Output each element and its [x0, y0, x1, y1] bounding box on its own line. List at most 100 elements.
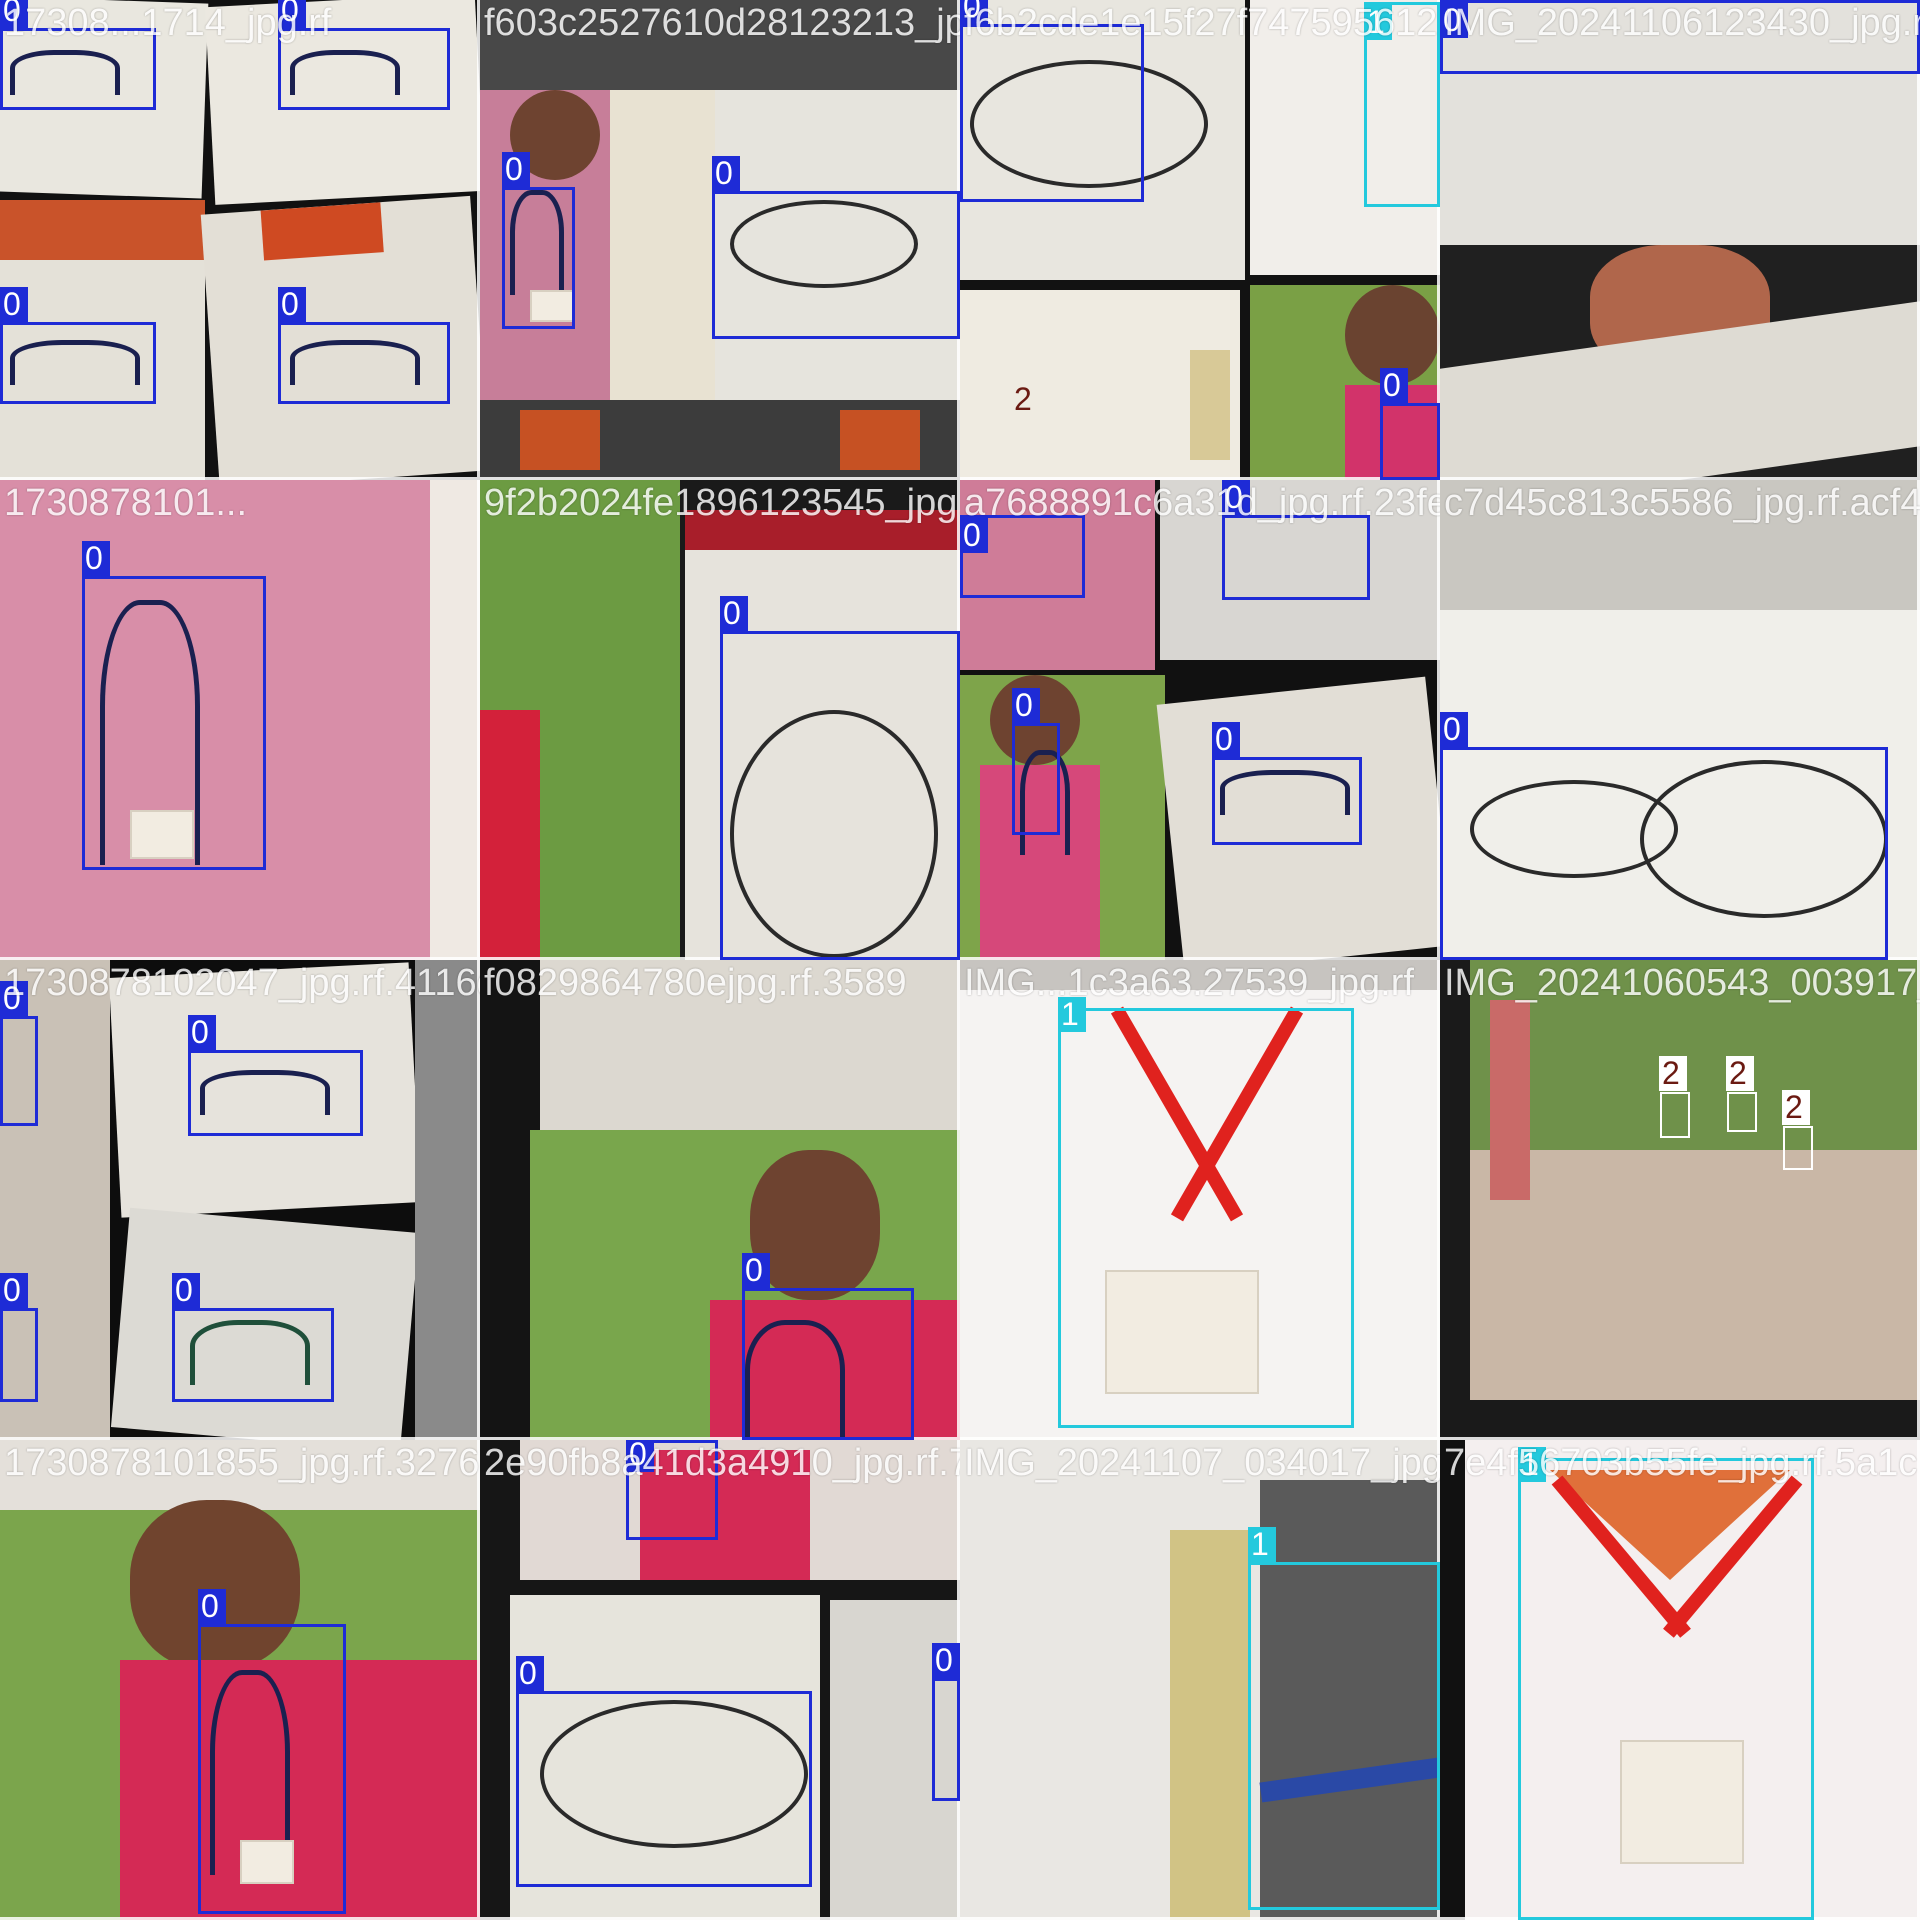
mosaic-tile: a7688891c6a31d_jpg.rf.23fe0b 0 0 0 0 — [960, 480, 1440, 960]
class-label: 0 — [278, 287, 306, 322]
detection-box: 0 — [1222, 480, 1370, 600]
class-label: 0 — [278, 0, 306, 28]
class-label: 0 — [1212, 722, 1240, 757]
detection-box: 0 — [1380, 368, 1440, 480]
mosaic-tile: 9f2b2024fe1896123545_jpg.rf 0 — [480, 480, 960, 960]
class-label: 0 — [960, 0, 988, 24]
class-label: 0 — [516, 1656, 544, 1691]
detection-box: 0 — [742, 1253, 914, 1440]
detection-box: 0 — [278, 0, 450, 110]
image-filename: IMG...1c3a63.27539_jpg.rf — [964, 962, 1414, 1004]
image-fragment — [480, 90, 715, 400]
class-label: 0 — [1440, 3, 1468, 38]
detection-box: 0 — [626, 1440, 718, 1540]
image-filename: f0829864780ejpg.rf.3589 — [484, 962, 907, 1004]
class-label: 0 — [188, 1015, 216, 1050]
class-label: 0 — [742, 1253, 770, 1288]
detection-box: 0 — [960, 515, 1085, 598]
mosaic-tile: 1730878101855_jpg.rf.3276 0 — [0, 1440, 480, 1920]
class-label: 2 — [1014, 381, 1032, 417]
image-filename: 7e4f56703b55fe_jpg.rf.5a1c — [1444, 1442, 1918, 1484]
detection-box: 1 — [1058, 997, 1354, 1428]
detection-box: 0 — [1212, 722, 1362, 845]
class-label: 2 — [1659, 1056, 1687, 1091]
image-fragment — [520, 1440, 960, 1580]
image-filename: IMG_20241060543_003917_jpg — [1444, 962, 1920, 1004]
image-fragment — [960, 480, 1155, 670]
detection-box: 2 — [1014, 382, 1036, 450]
image-fragment — [1250, 0, 1440, 275]
detection-box: 1 — [1518, 1447, 1814, 1920]
detection-box: 0 — [0, 981, 38, 1126]
detection-box: 0 — [172, 1273, 334, 1402]
image-fragment — [1160, 480, 1440, 660]
class-label: 0 — [932, 1643, 960, 1678]
mosaic-tile: IMG...1c3a63.27539_jpg.rf 1 — [960, 960, 1440, 1440]
image-fragment — [0, 960, 110, 1440]
class-label: 0 — [720, 596, 748, 631]
class-label: 0 — [1012, 688, 1040, 723]
image-filename: 1730878101855_jpg.rf.3276 — [4, 1442, 480, 1484]
mosaic-tile: IMG_20241106123430_jpg.rf 0 — [1440, 0, 1920, 480]
image-fragment — [1440, 480, 1920, 960]
detection-box: 0 — [82, 541, 266, 870]
detection-box: 0 — [278, 287, 450, 404]
detection-box: 1 — [1248, 1527, 1440, 1910]
image-fragment — [1470, 960, 1920, 1400]
detection-box: 0 — [0, 287, 156, 404]
image-fragment — [960, 290, 1240, 480]
class-label: 0 — [0, 981, 28, 1016]
detection-box: 0 — [932, 1643, 960, 1801]
image-fragment — [480, 480, 680, 960]
class-label: 0 — [82, 541, 110, 576]
detection-box: 0 — [960, 0, 1144, 202]
image-filename: IMG_20241106123430_jpg.rf — [1444, 2, 1920, 44]
mosaic-tile: f6b2cde1e15f27f747595612 ... 0 1 2 0 — [960, 0, 1440, 480]
image-fragment — [415, 960, 480, 1440]
image-fragment — [480, 0, 960, 90]
image-filename: IMG_20241107_034017_jpg — [964, 1442, 1440, 1484]
image-filename: 2e90fb8a41d3a4910_jpg.rf.703a — [484, 1442, 960, 1484]
detection-box: 0 — [1012, 688, 1060, 835]
class-label: 0 — [1222, 480, 1250, 515]
class-label: 0 — [1440, 712, 1468, 747]
detection-box: 0 — [0, 0, 156, 110]
mosaic-tile: 17308...1714_jpg.rf 0 0 0 0 — [0, 0, 480, 480]
mosaic-tile: 1730878102047_jpg.rf.4116d 0 0 0 0 — [0, 960, 480, 1440]
mosaic-tile: c7d45c813c5586_jpg.rf.acf4 0 — [1440, 480, 1920, 960]
mosaic-tile: 7e4f56703b55fe_jpg.rf.5a1c 1 — [1440, 1440, 1920, 1920]
image-fragment — [0, 480, 480, 960]
image-filename: 1730878101... — [4, 482, 248, 524]
class-label: 0 — [0, 0, 28, 28]
class-label: 1 — [1248, 1527, 1276, 1562]
class-label: 0 — [960, 518, 988, 553]
class-label: 2 — [1782, 1090, 1810, 1125]
image-filename: 9f2b2024fe1896123545_jpg.rf — [484, 482, 960, 524]
detection-box: 2 — [1659, 1056, 1690, 1138]
detection-box: 0 — [502, 152, 575, 329]
detection-box: 0 — [516, 1656, 812, 1887]
mosaic-tile: IMG_20241060543_003917_jpg 2 2 2 — [1440, 960, 1920, 1440]
class-label: 0 — [712, 156, 740, 191]
mosaic-tile: f0829864780ejpg.rf.3589 0 — [480, 960, 960, 1440]
class-label: 0 — [0, 1273, 28, 1308]
mosaic-tile: 1730878101... 0 — [0, 480, 480, 960]
mosaic-tile: f603c2527610d28123213_jpg.rf 0 0 — [480, 0, 960, 480]
class-label: 0 — [1380, 368, 1408, 403]
class-label: 1 — [1518, 1447, 1546, 1482]
class-label: 0 — [172, 1273, 200, 1308]
detection-box: 0 — [1440, 712, 1888, 960]
mosaic-tile: IMG_20241107_034017_jpg 1 — [960, 1440, 1440, 1920]
image-filename: a7688891c6a31d_jpg.rf.23fe0b — [964, 482, 1440, 524]
class-label: 0 — [626, 1440, 654, 1472]
image-filename: f6b2cde1e15f27f747595612 ... — [964, 2, 1440, 44]
detection-box: 0 — [188, 1015, 363, 1136]
image-fragment — [1440, 245, 1920, 480]
image-fragment — [960, 1440, 1440, 1920]
mosaic-tile: 2e90fb8a41d3a4910_jpg.rf.703a 0 0 0 — [480, 1440, 960, 1920]
image-filename: 17308...1714_jpg.rf — [4, 2, 332, 44]
detection-box: 0 — [198, 1589, 346, 1914]
detection-box: 0 — [712, 156, 960, 339]
image-fragment — [540, 960, 960, 1130]
